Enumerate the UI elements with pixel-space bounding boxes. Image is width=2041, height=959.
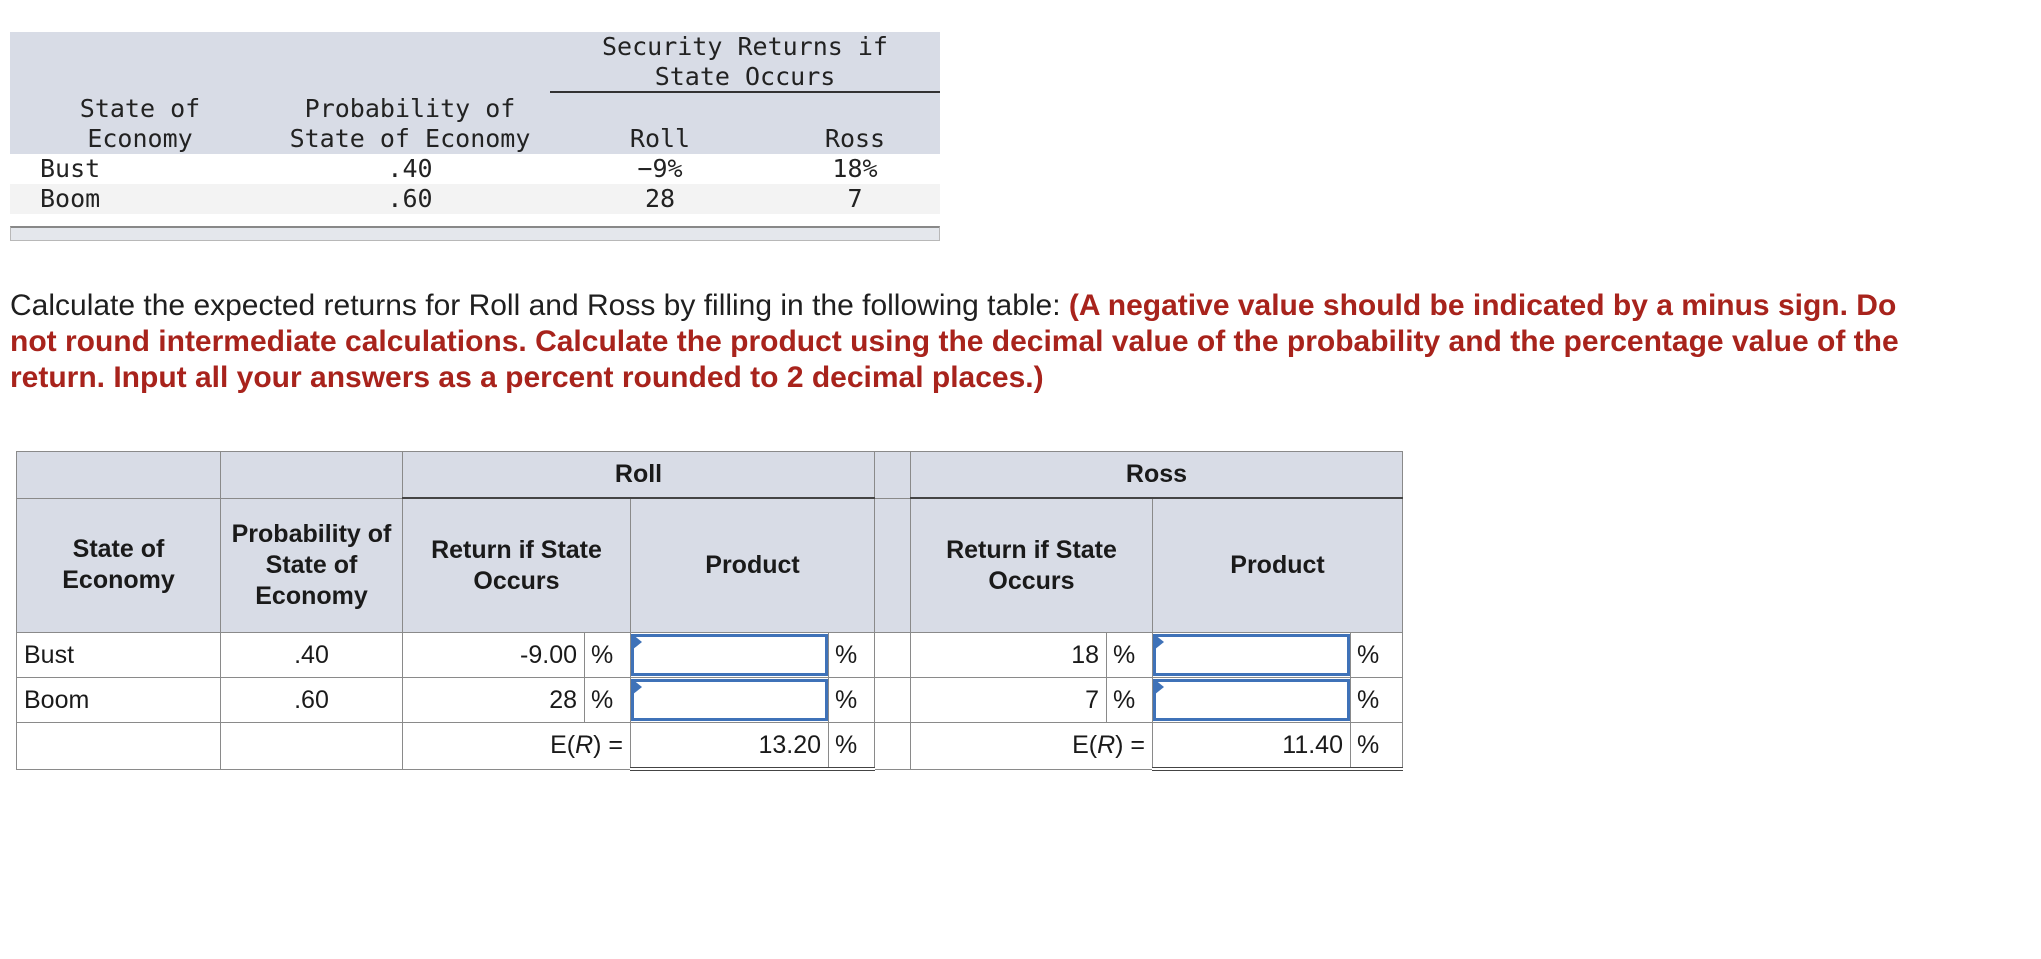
given-prob: .60 (387, 184, 433, 213)
ross-return-value: 18 (910, 632, 1107, 678)
er-label-pre: E( (550, 731, 576, 760)
security-returns-header: Security Returns if State Occurs (602, 32, 888, 91)
blank-header (220, 451, 403, 499)
roll-product-input-bust[interactable] (631, 634, 828, 676)
roll-er-label: E(R) = (402, 722, 631, 770)
ross-er-label: E(R) = (910, 722, 1153, 770)
header-underline (550, 91, 940, 93)
percent-sign: % (1106, 677, 1153, 723)
separator-cell (874, 677, 911, 723)
header-ross-return: Return if State Occurs (910, 497, 1153, 633)
instructions: Calculate the expected returns for Roll … (10, 288, 1910, 396)
given-ross: 18% (832, 154, 878, 183)
blank-header (16, 451, 221, 499)
ross-product-cell (1152, 677, 1351, 723)
header-probability: Probability of State of Economy (220, 497, 403, 633)
col-state-of-economy: State of Economy (79, 94, 201, 153)
percent-sign: % (828, 722, 875, 771)
separator-header (874, 497, 911, 633)
row-prob: .60 (220, 677, 403, 723)
percent-sign: % (1350, 677, 1403, 723)
er-label-var: R (1097, 731, 1116, 760)
header-roll-return: Return if State Occurs (402, 497, 631, 633)
ross-return-value: 7 (910, 677, 1107, 723)
row-prob: .40 (220, 632, 403, 678)
given-row: Bust .40 −9% 18% (10, 154, 940, 184)
blank-cell (16, 722, 221, 770)
flag-icon (632, 634, 642, 650)
col-roll: Roll (629, 124, 691, 153)
header-state: State of Economy (16, 497, 221, 633)
er-label-pre: E( (1072, 731, 1098, 760)
given-roll: −9% (637, 154, 683, 183)
percent-sign: % (1106, 632, 1153, 678)
roll-product-input-boom[interactable] (631, 679, 828, 721)
flag-icon (1154, 634, 1164, 650)
table-scrollbar[interactable] (10, 226, 940, 241)
row-state: Boom (16, 677, 221, 723)
percent-sign: % (584, 677, 631, 723)
percent-sign: % (828, 632, 875, 678)
col-ross: Ross (824, 124, 886, 153)
roll-return-value: -9.00 (402, 632, 585, 678)
given-row: Boom .60 28 7 (10, 184, 940, 214)
ross-product-cell (1152, 632, 1351, 678)
roll-product-cell (630, 632, 829, 678)
expected-return-row: E(R) = 13.20 % E(R) = 11.40 % (16, 722, 1403, 771)
given-table-header: Security Returns if State Occurs State o… (10, 32, 940, 154)
table-row: Bust .40 -9.00 % % 18 % % (16, 632, 1403, 678)
ross-expected-return: 11.40 (1152, 722, 1351, 771)
instructions-emphasis: (A negative value should be indicated by… (10, 289, 1899, 394)
header-ross-product: Product (1152, 497, 1403, 633)
row-state: Bust (16, 632, 221, 678)
er-label-post: ) = (1115, 731, 1145, 760)
roll-expected-return: 13.20 (630, 722, 829, 771)
given-state: Bust (40, 154, 101, 183)
given-roll: 28 (644, 184, 676, 213)
flag-icon (1154, 679, 1164, 695)
col-probability: Probability of State of Economy (289, 94, 531, 153)
group-ross: Ross (910, 451, 1403, 499)
er-label-post: ) = (593, 731, 623, 760)
instructions-text: Calculate the expected returns for Roll … (10, 289, 1069, 322)
er-label-var: R (575, 731, 594, 760)
separator-header (874, 451, 911, 499)
percent-sign: % (828, 677, 875, 723)
given-prob: .40 (387, 154, 433, 183)
percent-sign: % (584, 632, 631, 678)
given-ross: 7 (847, 184, 863, 213)
percent-sign: % (1350, 632, 1403, 678)
group-roll: Roll (402, 451, 875, 499)
given-data-table: Security Returns if State Occurs State o… (10, 32, 940, 241)
ross-product-input-bust[interactable] (1153, 634, 1350, 676)
roll-return-value: 28 (402, 677, 585, 723)
header-roll-product: Product (630, 497, 875, 633)
given-state: Boom (40, 184, 101, 213)
answer-table: Roll Ross State of Economy Probability o… (16, 451, 1403, 771)
roll-product-cell (630, 677, 829, 723)
separator-cell (874, 632, 911, 678)
separator-cell (874, 722, 911, 770)
blank-cell (220, 722, 403, 770)
flag-icon (632, 679, 642, 695)
table-row: Boom .60 28 % % 7 % % (16, 677, 1403, 723)
ross-product-input-boom[interactable] (1153, 679, 1350, 721)
percent-sign: % (1350, 722, 1403, 771)
